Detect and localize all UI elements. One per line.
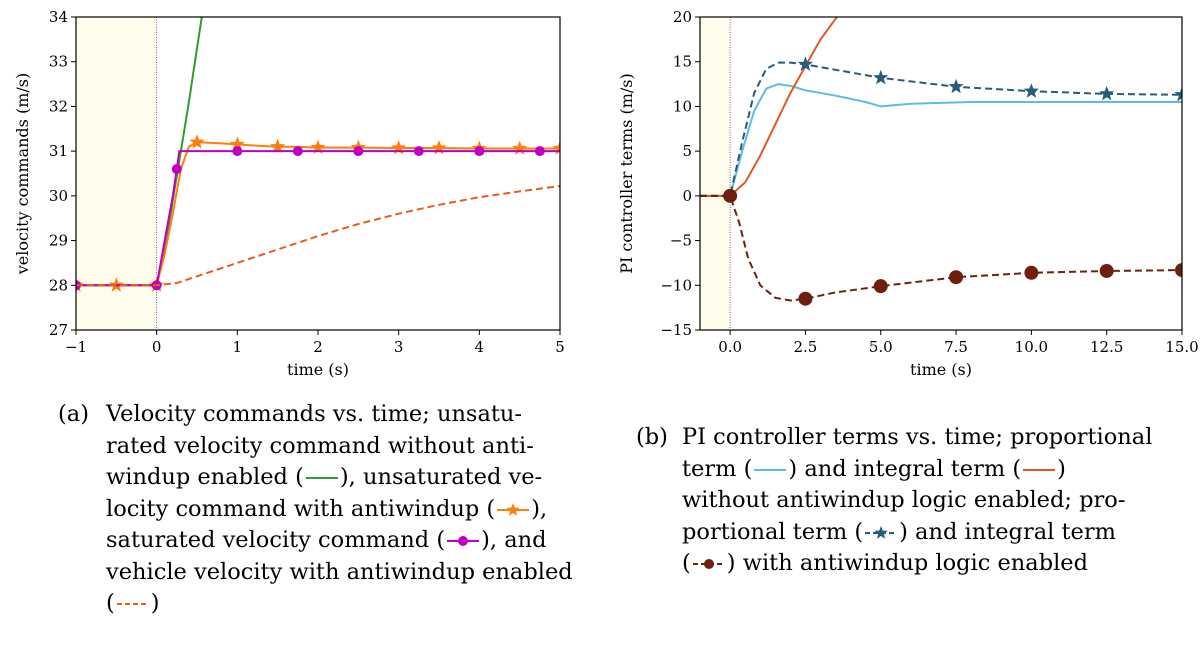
caption-a-label: (a) xyxy=(58,401,89,427)
y-tick-label: −15 xyxy=(660,321,692,339)
series-4-line xyxy=(700,194,1182,302)
legend-glyph xyxy=(447,536,480,546)
x-tick-label: 4 xyxy=(475,338,485,356)
series-4-marker-7 xyxy=(1175,263,1182,278)
legend-glyph xyxy=(116,603,149,605)
axes-frame xyxy=(699,16,1183,331)
series-4-marker-3 xyxy=(873,279,888,294)
caption-a-line: locity command with antiwindup (), xyxy=(106,495,548,522)
caption-a-line: saturated velocity command (), and xyxy=(106,527,547,553)
series-3-marker-8 xyxy=(474,146,485,157)
series-3-line xyxy=(700,61,1182,197)
series-3-marker-3 xyxy=(948,78,964,94)
caption-b-line: () with antiwindup logic enabled xyxy=(682,550,1089,576)
series-3-marker-3 xyxy=(171,164,182,175)
x-tick-label: 5.0 xyxy=(869,338,893,356)
y-axis-label: velocity commands (m/s) xyxy=(13,73,32,275)
caption-a-line: windup enabled (), unsaturated ve- xyxy=(106,464,543,490)
series-2-marker-12 xyxy=(512,140,528,155)
series-2-marker-5 xyxy=(229,136,245,151)
legend-glyph xyxy=(692,559,725,569)
series-3-marker-6 xyxy=(1174,86,1182,102)
x-tick-label: 0 xyxy=(152,338,162,356)
legend-glyph xyxy=(305,477,338,479)
chart-pi-controller-terms: 0.0 2.5 5.0 7.5 10.0 12.5 15.0 −15 −10 −5 0 5 10 15 20… xyxy=(617,8,1199,379)
series-3-marker-2 xyxy=(873,69,889,85)
y-axis-label: PI controller terms (m/s) xyxy=(617,73,636,274)
series-2-marker-10 xyxy=(431,140,447,155)
y-tick-label: −5 xyxy=(670,232,692,250)
x-tick-label: 5 xyxy=(555,338,565,356)
caption-b-text: PI controller terms vs. time; proportion… xyxy=(682,422,1204,580)
series-2-marker-4 xyxy=(189,134,205,149)
y-tick-label: 10 xyxy=(673,97,692,115)
series-1-line xyxy=(700,83,1182,197)
series-4-marker-5 xyxy=(1024,265,1039,280)
caption-a-line: rated velocity command without anti- xyxy=(106,432,534,459)
y-tick-label: 31 xyxy=(49,142,68,160)
x-axis-label: time (s) xyxy=(910,360,972,379)
plot-area xyxy=(700,17,1182,306)
legend-glyph xyxy=(754,468,787,471)
y-tick-label: 20 xyxy=(673,8,692,26)
legend-glyph xyxy=(497,502,530,516)
caption-a-line: () xyxy=(106,590,160,616)
caption-a-line: Velocity commands vs. time; unsatu- xyxy=(106,401,523,427)
caption-b-label: (b) xyxy=(636,424,668,450)
x-tick-label: 3 xyxy=(394,338,404,356)
y-tick-label: 33 xyxy=(49,53,68,71)
y-tick-label: 15 xyxy=(673,53,692,71)
y-tick-label: −10 xyxy=(660,276,692,294)
x-tick-label: 7.5 xyxy=(944,338,968,356)
x-tick-label: 12.5 xyxy=(1090,338,1123,356)
series-3-marker-9 xyxy=(534,146,545,157)
y-tick-label: 34 xyxy=(49,8,68,26)
legend-glyph xyxy=(865,525,898,539)
legend-glyph xyxy=(1023,468,1056,471)
series-3-marker-4 xyxy=(232,146,243,157)
series-2-line xyxy=(700,17,839,197)
y-tick-label: 30 xyxy=(49,187,68,205)
plot-area xyxy=(76,17,560,292)
shaded-region xyxy=(700,17,731,330)
x-tick-label: 10.0 xyxy=(1015,338,1048,356)
caption-a-text: Velocity commands vs. time; unsatu-rated… xyxy=(106,399,584,620)
series-3-marker-7 xyxy=(413,146,424,157)
series-3-marker-1 xyxy=(797,56,813,71)
x-tick-label: 1 xyxy=(233,338,243,356)
series-3-marker-5 xyxy=(1099,85,1115,101)
series-4-marker-4 xyxy=(949,270,964,285)
x-tick-label: −1 xyxy=(65,338,87,356)
y-tick-label: 5 xyxy=(682,142,692,160)
series-2-marker-9 xyxy=(391,140,407,155)
y-tick-label: 27 xyxy=(49,321,68,339)
x-tick-label: 0.0 xyxy=(718,338,742,356)
x-tick-label: 2 xyxy=(313,338,323,356)
series-3-marker-4 xyxy=(1023,83,1039,98)
series-4-marker-2 xyxy=(798,291,813,306)
series-4-marker-1 xyxy=(723,188,738,203)
x-axis-label: time (s) xyxy=(287,360,349,379)
series-2-marker-6 xyxy=(270,138,286,154)
series-2-marker-7 xyxy=(310,139,326,154)
series-4-line xyxy=(76,185,560,287)
caption-b-line: term () and integral term () xyxy=(682,455,1066,482)
series-3-marker-6 xyxy=(353,146,364,157)
series-4-marker-6 xyxy=(1099,263,1114,278)
caption-b-line: without antiwindup logic enabled; pro- xyxy=(682,487,1126,513)
y-tick-label: 28 xyxy=(49,276,68,294)
y-tick-label: 29 xyxy=(49,232,68,250)
x-tick-label: 2.5 xyxy=(794,338,818,356)
y-tick-label: 32 xyxy=(49,97,68,115)
y-tick-label: 0 xyxy=(682,187,692,205)
series-3-marker-5 xyxy=(292,146,303,157)
caption-a-line: vehicle velocity with antiwindup enabled xyxy=(106,558,573,585)
caption-b-line: PI controller terms vs. time; proportion… xyxy=(682,424,1153,450)
x-tick-label: 15.0 xyxy=(1165,338,1198,356)
caption-b-line: portional term () and integral term xyxy=(682,518,1116,545)
series-2-line xyxy=(76,141,560,287)
